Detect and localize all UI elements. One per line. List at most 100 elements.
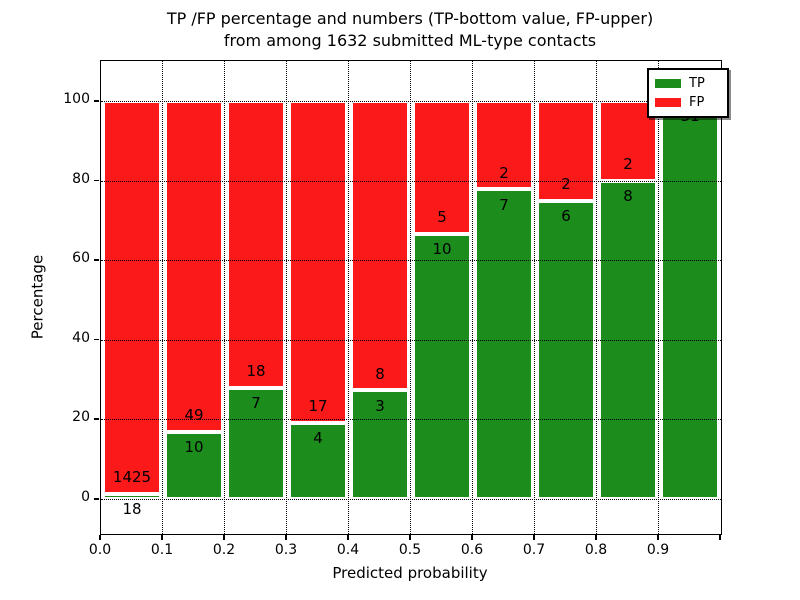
- y-tick-label: 60: [72, 250, 90, 267]
- x-tick-label: 0.4: [336, 542, 360, 558]
- x-tick: [223, 535, 225, 540]
- x-tick-label: 0.0: [88, 542, 112, 558]
- y-tick: [94, 179, 99, 182]
- bar-count-tp: 10: [432, 239, 452, 258]
- bar-segment-fp: [165, 101, 223, 432]
- legend-swatch-fp: [655, 98, 681, 107]
- y-axis-label: Percentage: [28, 254, 47, 340]
- bar-count-tp: 7: [251, 393, 261, 412]
- x-tick: [347, 535, 349, 540]
- gridline-x-0.4: [348, 61, 349, 534]
- bar-segment-fp: [537, 101, 595, 201]
- gridline-y-60: [101, 260, 721, 262]
- x-axis-label: Predicted probability: [332, 564, 488, 582]
- bar-count-tp: 10: [184, 437, 204, 456]
- bar-0.9-1.0: [659, 61, 721, 534]
- bar-0.4-0.5: [349, 61, 411, 534]
- y-tick-label: 20: [72, 409, 90, 426]
- x-tick: [595, 535, 597, 540]
- x-tick: [657, 535, 659, 540]
- y-tick-label: 40: [72, 329, 90, 346]
- x-tick-label: 0.8: [584, 542, 608, 558]
- bar-count-fp: 2: [499, 163, 509, 182]
- bar-count-fp: 1425: [112, 468, 152, 487]
- x-tick: [471, 535, 473, 540]
- bar-0.6-0.7: [473, 61, 535, 534]
- bar-segment-fp: [289, 101, 347, 424]
- y-tick-label: 0: [81, 489, 90, 505]
- x-tick: [285, 535, 287, 540]
- y-tick-label: 80: [72, 170, 90, 187]
- x-tick: [533, 535, 535, 540]
- bar-segment-fp: [475, 101, 533, 190]
- y-tick: [94, 498, 99, 500]
- legend-item-fp: FP: [655, 93, 721, 112]
- y-tick-label: 100: [63, 91, 90, 107]
- x-tick-label: 0.7: [522, 542, 546, 558]
- x-tick-label: 0.2: [212, 542, 236, 558]
- bar-count-tp: 8: [623, 186, 633, 205]
- x-tick: [99, 535, 101, 540]
- x-tick-label: 0.9: [646, 542, 670, 558]
- x-tick-label: 0.6: [460, 542, 484, 558]
- bar-segment-tp: [103, 494, 161, 499]
- chart-title-line1: TP /FP percentage and numbers (TP-bottom…: [166, 9, 654, 28]
- gridline-y-0: [101, 499, 721, 500]
- bar-count-fp: 5: [437, 207, 447, 226]
- y-tick: [94, 338, 99, 341]
- gridline-y-100: [101, 101, 721, 102]
- bar-0.2-0.3: [225, 61, 287, 534]
- bar-count-tp: 6: [561, 206, 571, 225]
- bar-count-tp: 4: [313, 429, 323, 448]
- gridline-y-40: [101, 339, 721, 341]
- bar-count-tp: 18: [122, 500, 142, 519]
- gridline-y-20: [101, 419, 721, 421]
- bar-count-fp: 8: [375, 364, 385, 383]
- gridline-x-0.6: [472, 61, 473, 534]
- bar-count-fp: 49: [184, 405, 204, 424]
- x-tick-label: 0.1: [150, 542, 174, 558]
- y-tick: [94, 259, 99, 261]
- legend-swatch-tp: [655, 79, 681, 88]
- bar-segment-tp: [227, 387, 285, 499]
- y-tick: [94, 100, 99, 102]
- gridline-x-0.7: [534, 61, 535, 534]
- bar-segment-fp: [227, 101, 285, 388]
- bar-segment-tp: [351, 390, 409, 499]
- bar-segment-fp: [351, 101, 409, 391]
- bar-count-tp: 7: [499, 195, 509, 214]
- bar-0.7-0.8: [535, 61, 597, 534]
- bar-count-fp: 2: [623, 154, 633, 173]
- gridline-x-0.1: [162, 61, 163, 534]
- bar-0.1-0.2: [163, 61, 225, 534]
- x-tick-label: 0.5: [398, 542, 422, 558]
- gridline-x-0.3: [286, 61, 287, 534]
- bar-segment-fp: [413, 101, 471, 234]
- gridline-x-0.9: [658, 61, 659, 534]
- bar-segment-tp: [475, 189, 533, 499]
- bar-segment-tp: [289, 423, 347, 499]
- legend-label-tp: TP: [689, 76, 705, 91]
- bar-count-fp: 2: [561, 174, 571, 193]
- bar-count-fp: 17: [308, 397, 328, 416]
- bar-count-tp: 3: [375, 396, 385, 415]
- gridline-x-0.5: [410, 61, 411, 534]
- legend: TP FP: [647, 68, 729, 118]
- bar-segment-tp: [413, 233, 471, 499]
- gridline-x-0.8: [596, 61, 597, 534]
- bar-count-fp: 18: [246, 361, 266, 380]
- chart-title-line2: from among 1632 submitted ML-type contac…: [223, 31, 597, 50]
- x-tick: [409, 535, 411, 540]
- bar-segment-tp: [165, 431, 223, 499]
- x-tick-label: 0.3: [274, 542, 298, 558]
- legend-item-tp: TP: [655, 74, 721, 93]
- gridline-x-0.2: [224, 61, 225, 534]
- y-tick: [94, 418, 99, 420]
- chart-title: TP /FP percentage and numbers (TP-bottom…: [100, 8, 720, 52]
- bar-0.0-0.1: [101, 61, 163, 534]
- legend-label-fp: FP: [689, 95, 705, 110]
- bar-segment-tp: [537, 200, 595, 499]
- x-tick: [161, 535, 163, 540]
